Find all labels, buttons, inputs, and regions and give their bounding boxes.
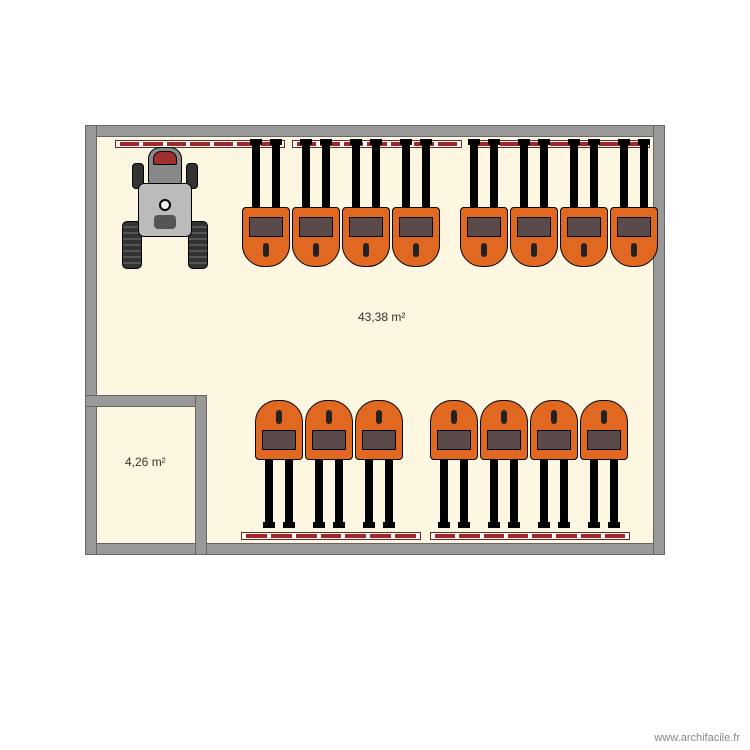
barrier-bottom-1 xyxy=(241,532,421,540)
forklift-icon xyxy=(510,143,558,271)
barrier-bottom-2 xyxy=(430,532,630,540)
wall-annex-top xyxy=(85,395,207,407)
forklift-icon xyxy=(610,143,658,271)
room-main-label: 43,38 m² xyxy=(358,310,405,324)
forklift-icon xyxy=(580,396,628,524)
watermark-text: www.archifacile.fr xyxy=(654,732,740,744)
forklift-icon xyxy=(530,396,578,524)
forklift-icon xyxy=(292,143,340,271)
wall-left xyxy=(85,125,97,555)
forklift-icon xyxy=(305,396,353,524)
wall-bottom xyxy=(85,543,665,555)
forklift-icon xyxy=(392,143,440,271)
wall-annex-right xyxy=(195,395,207,555)
forklift-icon xyxy=(242,143,290,271)
floor-plan: 43,38 m² 4,26 m² xyxy=(85,125,665,555)
forklift-icon xyxy=(430,396,478,524)
forklift-icon xyxy=(560,143,608,271)
wall-top xyxy=(85,125,665,137)
forklift-icon xyxy=(480,396,528,524)
forklift-icon xyxy=(355,396,403,524)
room-annex-label: 4,26 m² xyxy=(125,455,166,469)
forklift-icon xyxy=(255,396,303,524)
forklift-icon xyxy=(342,143,390,271)
tractor-icon xyxy=(120,143,210,273)
forklift-icon xyxy=(460,143,508,271)
